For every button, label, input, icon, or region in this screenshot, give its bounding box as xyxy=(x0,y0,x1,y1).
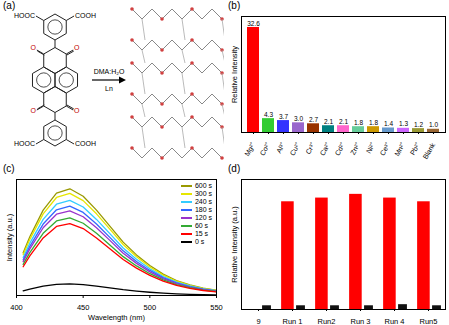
html-text:(c): (c) xyxy=(3,163,15,174)
svg-text:O: O xyxy=(74,44,80,51)
svg-text:Mn²⁺: Mn²⁺ xyxy=(393,141,407,158)
svg-text:1.2: 1.2 xyxy=(414,121,423,128)
svg-text:Co²⁺: Co²⁺ xyxy=(259,141,272,157)
svg-text:450: 450 xyxy=(77,303,90,312)
svg-text:1.8: 1.8 xyxy=(354,119,363,126)
svg-text:2.7: 2.7 xyxy=(309,116,318,123)
svg-text:500: 500 xyxy=(144,303,157,312)
html-text:0 s: 0 s xyxy=(194,238,205,245)
svg-text:HOOC: HOOC xyxy=(14,12,35,19)
html-text:(a): (a) xyxy=(3,0,16,11)
svg-text:Cu²⁺: Cu²⁺ xyxy=(289,141,302,157)
svg-text:1.8: 1.8 xyxy=(369,119,378,126)
svg-text:Run5: Run5 xyxy=(420,317,438,325)
html-text:(d): (d) xyxy=(228,163,241,174)
svg-text:HOOC: HOOC xyxy=(14,140,35,147)
svg-text:3.0: 3.0 xyxy=(294,115,303,122)
svg-text:Run 1: Run 1 xyxy=(282,317,302,325)
html-text:60 s: 60 s xyxy=(194,222,209,229)
svg-text:Ce³⁺: Ce³⁺ xyxy=(379,141,392,157)
svg-text:O: O xyxy=(31,107,37,114)
svg-text:550: 550 xyxy=(210,303,223,312)
svg-text:O: O xyxy=(31,44,37,51)
svg-text:Mg²⁺: Mg²⁺ xyxy=(243,141,257,158)
html-text:300 s: 300 s xyxy=(194,190,212,197)
svg-text:Ni²⁺: Ni²⁺ xyxy=(365,141,377,155)
svg-text:400: 400 xyxy=(10,303,23,312)
html-text:15 s: 15 s xyxy=(194,230,209,237)
svg-text:Run 4: Run 4 xyxy=(384,317,404,325)
svg-text:Al³⁺: Al³⁺ xyxy=(275,141,287,155)
svg-text:Intensity (a.u.): Intensity (a.u.) xyxy=(5,213,14,261)
svg-text:1.3: 1.3 xyxy=(399,120,408,127)
svg-text:2.1: 2.1 xyxy=(339,118,348,125)
svg-text:Relative Intensity: Relative Intensity xyxy=(230,46,239,103)
svg-text:Ln: Ln xyxy=(105,85,113,92)
svg-text:Cr³⁺: Cr³⁺ xyxy=(304,141,316,156)
html-text:120 s: 120 s xyxy=(194,214,212,221)
html-text:600 s: 600 s xyxy=(194,182,212,189)
svg-text:DMA:H₂O: DMA:H₂O xyxy=(94,68,125,75)
svg-text:COOH: COOH xyxy=(75,140,96,147)
svg-text:Wavelength (nm): Wavelength (nm) xyxy=(88,313,145,322)
svg-text:2.1: 2.1 xyxy=(324,118,333,125)
svg-text:Cd²⁺: Cd²⁺ xyxy=(334,141,347,157)
svg-text:Run2: Run2 xyxy=(318,317,336,325)
svg-text:9: 9 xyxy=(256,317,260,325)
html-text:180 s: 180 s xyxy=(194,206,212,213)
svg-text:COOH: COOH xyxy=(75,12,96,19)
svg-text:Relative Intensity (a.u.): Relative Intensity (a.u.) xyxy=(230,206,239,283)
svg-text:1.4: 1.4 xyxy=(384,120,393,127)
svg-text:3.7: 3.7 xyxy=(279,113,288,120)
svg-text:Pb²⁺: Pb²⁺ xyxy=(409,141,422,157)
svg-text:Blank: Blank xyxy=(421,141,436,160)
html-text:240 s: 240 s xyxy=(194,198,212,205)
svg-text:Zn²⁺: Zn²⁺ xyxy=(349,141,362,156)
svg-text:1.0: 1.0 xyxy=(429,121,438,128)
svg-text:32.6: 32.6 xyxy=(247,20,260,27)
svg-text:4.3: 4.3 xyxy=(264,111,273,118)
svg-text:O: O xyxy=(74,107,80,114)
svg-text:Run 3: Run 3 xyxy=(350,317,370,325)
html-text:(b): (b) xyxy=(228,0,241,11)
svg-text:Ca²⁺: Ca²⁺ xyxy=(319,141,332,157)
